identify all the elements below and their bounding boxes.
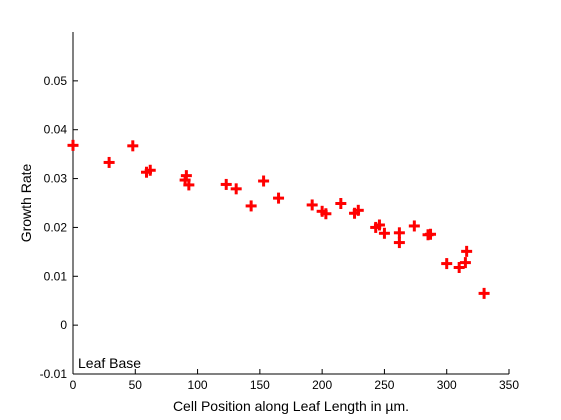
data-point xyxy=(393,237,405,249)
x-tick-label: 0 xyxy=(70,378,77,392)
data-point xyxy=(230,183,242,195)
x-tick-label: 200 xyxy=(312,378,332,392)
data-point xyxy=(478,287,490,299)
data-point xyxy=(144,164,156,176)
data-point xyxy=(180,170,192,182)
x-tick-label: 250 xyxy=(374,378,394,392)
x-tick-label: 300 xyxy=(437,378,457,392)
x-axis-ticks: 0 50 100 150 200 250 300 350 xyxy=(70,369,519,392)
plot-area xyxy=(73,32,509,374)
data-point xyxy=(183,179,195,191)
y-tick-label: 0.05 xyxy=(44,74,68,88)
x-tick-label: 50 xyxy=(129,378,143,392)
y-tick-label: 0.02 xyxy=(44,220,68,234)
data-point xyxy=(306,199,318,211)
y-tick-label: 0 xyxy=(60,318,67,332)
x-axis-label: Cell Position along Leaf Length in µm. xyxy=(173,398,409,414)
data-point xyxy=(67,139,79,151)
x-tick-label: 150 xyxy=(250,378,270,392)
y-axis-label: Growth Rate xyxy=(18,163,34,242)
y-tick-label: -0.01 xyxy=(40,367,68,381)
y-axis-ticks: -0.01 0 0.01 0.02 0.03 0.04 0.05 xyxy=(40,74,78,381)
data-point xyxy=(378,227,390,239)
y-tick-label: 0.01 xyxy=(44,269,68,283)
data-point xyxy=(273,192,285,204)
data-point xyxy=(335,197,347,209)
y-tick-label: 0.03 xyxy=(44,172,68,186)
data-point xyxy=(352,204,364,216)
data-point xyxy=(320,208,332,220)
data-point xyxy=(441,258,453,270)
data-point xyxy=(408,220,420,232)
data-point xyxy=(461,245,473,257)
data-point xyxy=(459,257,471,269)
data-point xyxy=(127,140,139,152)
data-point xyxy=(258,175,270,187)
data-point xyxy=(245,200,257,212)
y-tick-label: 0.04 xyxy=(44,123,68,137)
x-tick-label: 350 xyxy=(499,378,519,392)
data-point xyxy=(425,228,437,240)
data-point xyxy=(103,156,115,168)
x-tick-label: 100 xyxy=(188,378,208,392)
data-point xyxy=(220,178,232,190)
data-point xyxy=(453,261,465,273)
scatter-points xyxy=(67,139,490,299)
data-point xyxy=(393,227,405,239)
data-point xyxy=(373,219,385,231)
leaf-base-annotation: Leaf Base xyxy=(78,355,141,371)
